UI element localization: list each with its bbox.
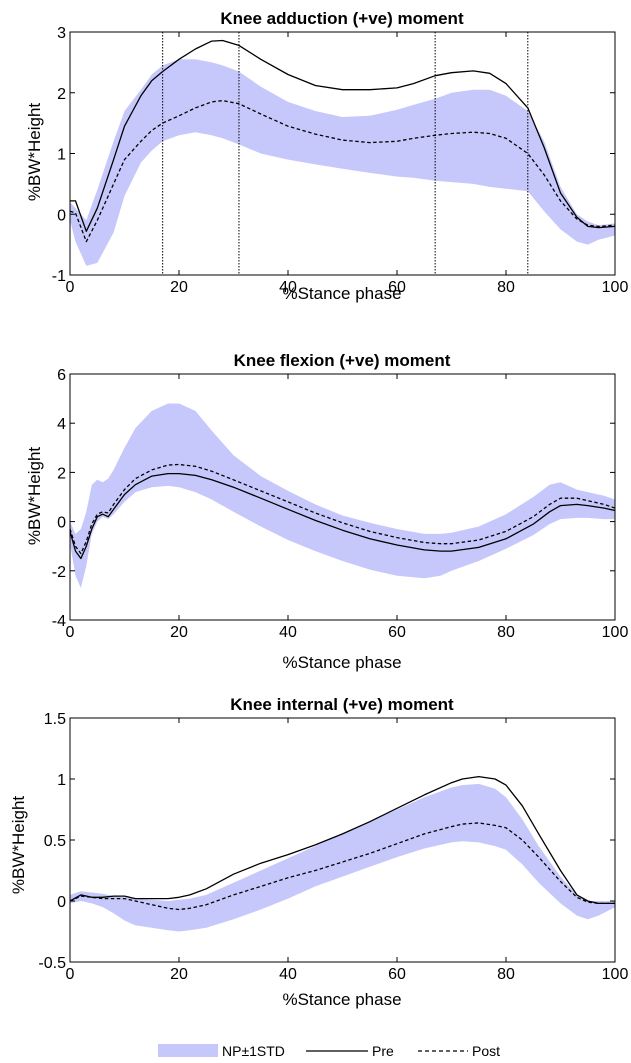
x-tick-label: 40 [279, 279, 297, 296]
panel-knee-adduction: Knee adduction (+ve) moment %BW*Height %… [25, 9, 628, 303]
y-tick-label: 2 [57, 465, 66, 482]
x-tick-label: 60 [388, 624, 406, 641]
y-axis-label: %BW*Height [25, 103, 44, 202]
y-tick-label: 0 [57, 894, 66, 911]
axes-frame [70, 374, 615, 620]
x-tick-label: 100 [602, 966, 629, 983]
panel-knee-internal: Knee internal (+ve) moment %BW*Height %S… [9, 695, 628, 1009]
y-tick-label: 0 [57, 207, 66, 224]
series-band-np [70, 404, 615, 589]
chart-title: Knee internal (+ve) moment [230, 695, 454, 714]
y-tick-label: 1 [57, 147, 66, 164]
y-tick-label: -1 [52, 268, 66, 285]
x-tick-label: 100 [602, 279, 629, 296]
y-tick-label: -4 [52, 613, 66, 630]
chart-title: Knee adduction (+ve) moment [220, 9, 464, 28]
x-tick-label: 0 [66, 624, 75, 641]
legend-band-swatch [158, 1044, 218, 1057]
x-tick-label: 60 [388, 966, 406, 983]
legend-label-pre: Pre [372, 1043, 394, 1059]
x-tick-label: 80 [497, 624, 515, 641]
x-axis-label: %Stance phase [282, 653, 401, 672]
x-tick-label: 80 [497, 966, 515, 983]
legend-label-band: NP±1STD [222, 1043, 285, 1059]
y-tick-label: -0.5 [38, 955, 66, 972]
x-axis-label: %Stance phase [282, 284, 401, 303]
y-tick-label: 6 [57, 367, 66, 384]
x-axis-label: %Stance phase [282, 990, 401, 1009]
x-tick-label: 100 [602, 624, 629, 641]
series-band-np [70, 784, 615, 932]
x-tick-label: 20 [170, 279, 188, 296]
y-tick-label: 2 [57, 86, 66, 103]
y-tick-label: 1.5 [44, 711, 66, 728]
y-tick-label: 1 [57, 772, 66, 789]
y-tick-label: 0.5 [44, 833, 66, 850]
x-tick-label: 0 [66, 279, 75, 296]
y-tick-label: -2 [52, 564, 66, 581]
x-tick-label: 40 [279, 966, 297, 983]
y-tick-label: 4 [57, 416, 66, 433]
panel-knee-flexion: Knee flexion (+ve) moment %BW*Height %St… [25, 351, 628, 672]
x-tick-label: 20 [170, 966, 188, 983]
x-tick-label: 0 [66, 966, 75, 983]
chart-title: Knee flexion (+ve) moment [234, 351, 451, 370]
x-tick-label: 60 [388, 279, 406, 296]
x-tick-label: 40 [279, 624, 297, 641]
legend-label-post: Post [472, 1043, 500, 1059]
y-axis-label: %BW*Height [9, 796, 28, 895]
x-tick-label: 80 [497, 279, 515, 296]
y-axis-label: %BW*Height [25, 447, 44, 546]
x-tick-label: 20 [170, 624, 188, 641]
y-tick-label: 3 [57, 25, 66, 42]
y-tick-label: 0 [57, 515, 66, 532]
legend: NP±1STD Pre Post [158, 1043, 500, 1059]
